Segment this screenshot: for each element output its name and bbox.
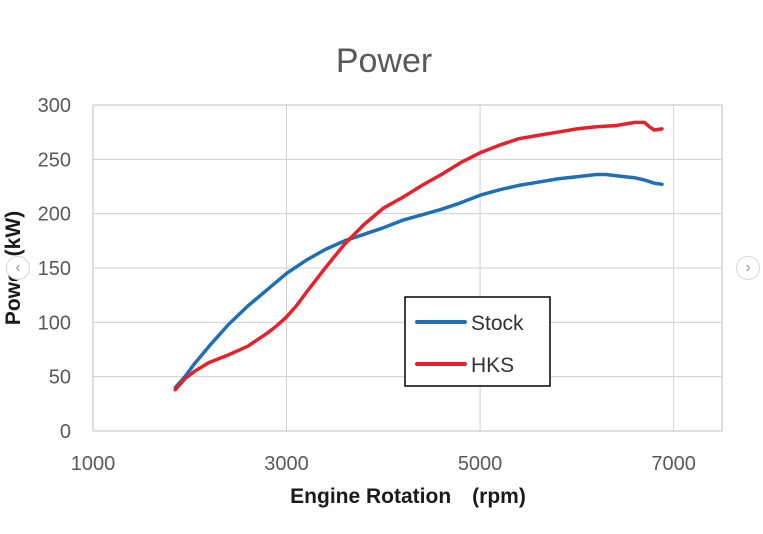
y-tick-label: 100 <box>38 312 71 334</box>
legend-label-stock: Stock <box>471 312 524 335</box>
x-tick-label: 3000 <box>264 453 309 475</box>
x-axis-ticks: 1000 3000 5000 7000 <box>71 453 696 475</box>
y-tick-label: 0 <box>60 421 71 443</box>
series-line-stock <box>173 172 664 390</box>
legend-box <box>404 296 551 387</box>
x-tick-label: 1000 <box>71 453 116 475</box>
carousel-prev-button[interactable]: ‹ <box>6 256 30 280</box>
x-tick-label: 7000 <box>651 453 696 475</box>
x-axis-label: Engine Rotation (rpm) <box>290 485 526 508</box>
plot-area-border <box>92 104 723 432</box>
series-lines <box>173 120 664 392</box>
carousel-next-button[interactable]: › <box>736 256 760 280</box>
legend-label-hks: HKS <box>471 354 514 377</box>
x-tick-label: 5000 <box>458 453 503 475</box>
y-tick-label: 250 <box>38 149 71 171</box>
series-line-hks <box>173 120 664 392</box>
y-tick-label: 300 <box>38 95 71 117</box>
y-tick-label: 50 <box>49 367 71 389</box>
y-tick-label: 200 <box>38 204 71 226</box>
y-axis-ticks: 0 50 100 150 200 250 300 <box>38 95 71 443</box>
legend: Stock HKS <box>404 296 551 387</box>
chart-title: Power <box>336 42 432 80</box>
y-tick-label: 150 <box>38 258 71 280</box>
